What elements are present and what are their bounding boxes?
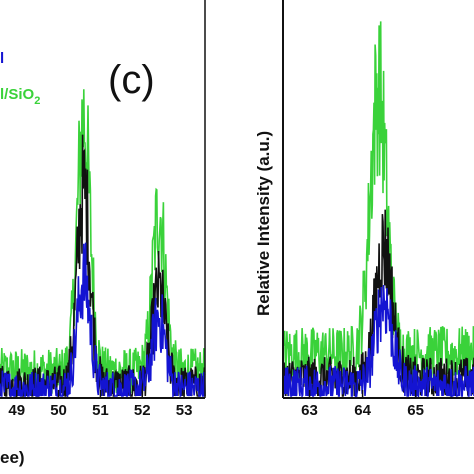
series-line-3 bbox=[0, 242, 206, 399]
x-tick-label: 63 bbox=[301, 402, 318, 419]
x-tick-label: 64 bbox=[354, 402, 371, 419]
legend-entry-2-sub: 2 bbox=[34, 95, 40, 107]
x-tick-label: 65 bbox=[407, 402, 424, 419]
legend-entry-2: l/SiO2 bbox=[0, 86, 40, 107]
panel-right: 6364656( Relative Intensity (a.u.) bbox=[254, 0, 474, 419]
x-tick-label: 50 bbox=[50, 402, 67, 419]
x-axis-label: ee) bbox=[0, 448, 25, 467]
series-line-3 bbox=[282, 284, 474, 399]
legend-entry-2-main: l/SiO bbox=[0, 86, 35, 103]
panel-c: 49 50 51 52 53 (c) l l/SiO2 ee) bbox=[0, 0, 206, 467]
x-tick-label: 52 bbox=[134, 402, 151, 419]
y-axis-label: Relative Intensity (a.u.) bbox=[254, 131, 273, 316]
x-tick-label: 53 bbox=[176, 402, 193, 419]
panel-c-ticks: 49 50 51 52 53 bbox=[8, 390, 192, 419]
panel-label: (c) bbox=[108, 58, 155, 102]
panel-right-series bbox=[282, 21, 474, 399]
panel-c-series bbox=[0, 89, 206, 399]
panel-right-ticks: 6364656( bbox=[301, 390, 424, 419]
legend-entry-1: l bbox=[0, 50, 4, 67]
x-tick-label: 49 bbox=[8, 402, 25, 419]
series-line-1 bbox=[0, 89, 206, 395]
x-tick-label: 51 bbox=[92, 402, 109, 419]
